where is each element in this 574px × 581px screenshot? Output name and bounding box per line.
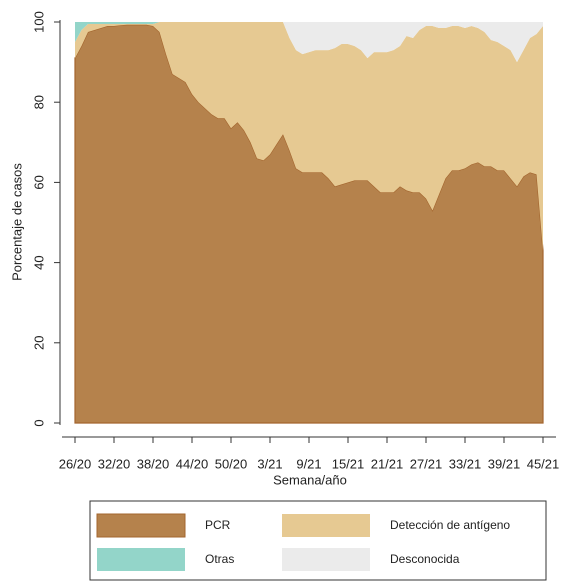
area [75,22,543,251]
x-tick-label: 15/21 [332,456,365,471]
x-tick-label: 33/21 [449,456,482,471]
y-tick-label: 0 [31,419,46,426]
x-tick-label: 27/21 [410,456,443,471]
x-tick-label: 21/21 [371,456,404,471]
legend-swatch [97,548,185,571]
area [74,24,544,424]
y-tick-label: 20 [31,336,46,350]
x-tick-label: 45/21 [527,456,560,471]
legend-swatch [282,548,370,571]
x-tick-label: 9/21 [296,456,321,471]
x-tick-label: 32/20 [98,456,131,471]
x-tick-label: 26/20 [59,456,92,471]
y-axis-label: Porcentaje de casos [9,163,24,281]
x-tick-label: 3/21 [257,456,282,471]
x-tick-label: 44/20 [176,456,209,471]
legend-swatch [96,513,186,538]
y-tick-label: 100 [31,11,46,33]
area [75,22,543,63]
legend-label: Desconocida [390,552,460,566]
x-tick-label: 50/20 [215,456,248,471]
y-tick-label: 60 [31,175,46,189]
x-tick-label: 39/21 [488,456,521,471]
legend-label: Detección de antígeno [390,518,510,532]
legend-swatch [282,514,370,537]
x-tick-label: 38/20 [137,456,170,471]
legend-label: Otras [205,552,234,566]
x-axis-label: Semana/año [273,472,347,487]
legend-label: PCR [205,518,231,532]
y-tick-label: 40 [31,255,46,269]
y-tick-label: 80 [31,95,46,109]
